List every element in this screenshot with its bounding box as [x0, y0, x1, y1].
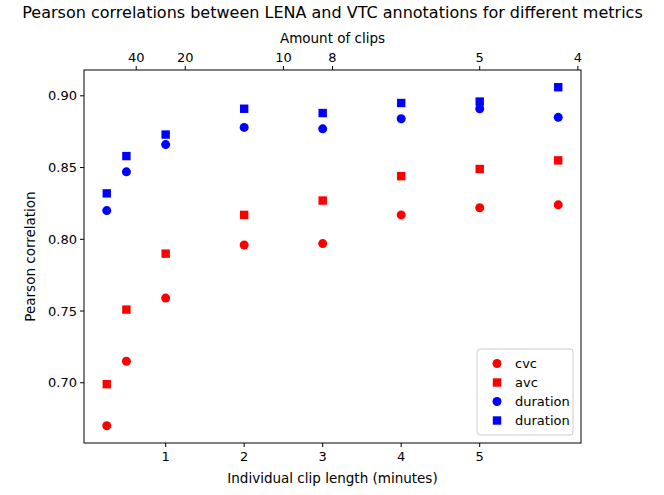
legend-marker — [493, 378, 501, 386]
point — [397, 210, 406, 219]
point — [161, 130, 169, 138]
point — [554, 156, 562, 164]
x-tick-label: 1 — [162, 449, 170, 464]
x2-tick — [479, 66, 480, 70]
x-tick — [479, 443, 480, 447]
point — [554, 200, 563, 209]
legend-label: cvc — [515, 356, 537, 371]
x2-tick-label: 8 — [328, 50, 336, 65]
x-tick-label: 2 — [240, 449, 248, 464]
x-tick-label: 3 — [319, 449, 327, 464]
x2-tick — [136, 66, 137, 70]
point — [240, 211, 248, 219]
point — [122, 167, 131, 176]
legend-marker — [493, 397, 502, 406]
point — [476, 165, 484, 173]
y-axis-label: Pearson correlation — [22, 191, 38, 321]
y-tick-label: 0.75 — [48, 304, 77, 319]
y-tick-label: 0.85 — [48, 160, 77, 175]
point — [554, 83, 562, 91]
point — [240, 241, 249, 250]
point — [102, 421, 111, 430]
x-tick — [165, 443, 166, 447]
legend-label: avc — [515, 375, 538, 390]
y-tick — [80, 95, 84, 96]
point — [397, 99, 405, 107]
point — [318, 239, 327, 248]
x2-tick — [283, 66, 284, 70]
point — [397, 114, 406, 123]
x-axis-label: Individual clip length (minutes) — [227, 470, 437, 486]
x2-tick-label: 10 — [275, 50, 292, 65]
x-tick — [244, 443, 245, 447]
x2-tick-label: 5 — [476, 50, 484, 65]
y-tick-label: 0.90 — [48, 88, 77, 103]
y-tick — [80, 311, 84, 312]
legend-label: duration — [515, 394, 570, 409]
x-tick — [401, 443, 402, 447]
point — [475, 203, 484, 212]
legend: cvc avc duration duration — [477, 349, 573, 435]
x-tick-label: 4 — [397, 449, 405, 464]
x2-tick — [577, 66, 578, 70]
x-tick — [322, 443, 323, 447]
y-tick-label: 0.80 — [48, 232, 77, 247]
chart-svg: Pearson correlations between LENA and VT… — [0, 0, 664, 495]
point — [103, 189, 111, 197]
x2-axis-label: Amount of clips — [280, 30, 385, 46]
point — [476, 97, 484, 105]
point — [161, 294, 170, 303]
y-tick — [80, 167, 84, 168]
legend-marker — [493, 359, 502, 368]
y-tick — [80, 382, 84, 383]
x2-tick — [332, 66, 333, 70]
point — [240, 105, 248, 113]
x2-tick-label: 4 — [574, 50, 582, 65]
chart-container: Pearson correlations between LENA and VT… — [0, 0, 664, 495]
y-tick-label: 0.70 — [48, 375, 77, 390]
point — [240, 123, 249, 132]
point — [554, 113, 563, 122]
point — [103, 380, 111, 388]
point — [161, 140, 170, 149]
point — [122, 152, 130, 160]
y-tick — [80, 239, 84, 240]
point — [102, 206, 111, 215]
x2-tick — [185, 66, 186, 70]
x2-tick-label: 40 — [128, 50, 145, 65]
point — [161, 249, 169, 257]
point — [122, 357, 131, 366]
point — [122, 305, 130, 313]
title: Pearson correlations between LENA and VT… — [22, 3, 642, 22]
point — [318, 109, 326, 117]
legend-label: duration — [515, 413, 570, 428]
x-tick-label: 5 — [476, 449, 484, 464]
legend-marker — [493, 416, 501, 424]
x2-tick-label: 20 — [177, 50, 194, 65]
point — [397, 172, 405, 180]
point — [318, 124, 327, 133]
legend-box — [477, 349, 573, 435]
plot-frame — [84, 70, 581, 443]
point — [318, 196, 326, 204]
